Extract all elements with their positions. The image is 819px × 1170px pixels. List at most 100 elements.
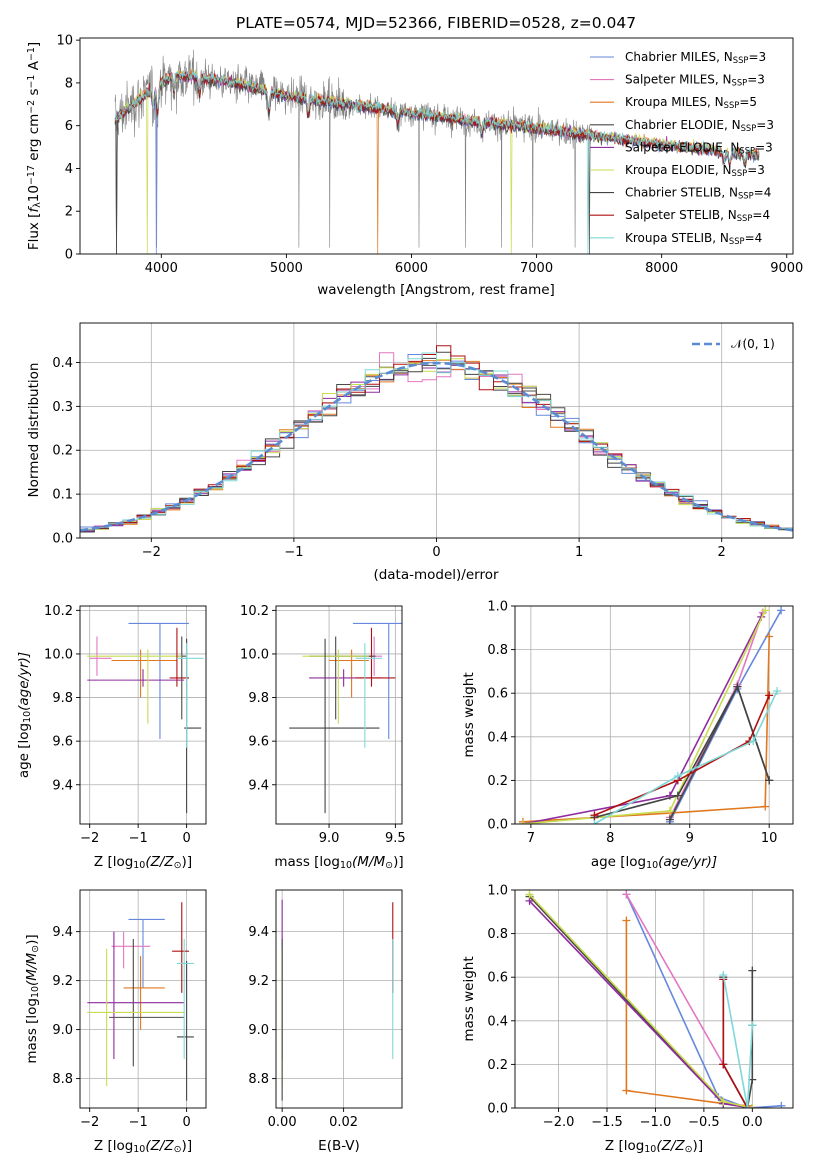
legend-label-part: =3 [747, 163, 765, 177]
legend-label-part: =4 [752, 208, 770, 222]
mass-weight-marker [622, 916, 631, 925]
legend-label: Chabrier MILES, NSSP=3 [625, 50, 766, 65]
axes-frame [514, 889, 794, 1109]
mass-weight-marker [719, 1097, 728, 1106]
y-tick-label: 9.2 [52, 974, 73, 989]
legend-label-part: =4 [745, 231, 763, 245]
x-tick-label: 7 [527, 831, 535, 846]
x-tick-label: 10 [761, 831, 778, 846]
mass-weight-vs-Z-xlabel-part: 10 [644, 1144, 656, 1155]
mass-weight-marker [777, 1101, 786, 1108]
y-tick-label: 9.8 [52, 691, 73, 706]
x-tick-label: 8 [606, 831, 614, 846]
age-vs-mass-xlabel: mass [log10(M/M⊙)] [274, 854, 403, 871]
age-vs-Z-plot [87, 622, 204, 814]
x-tick-label: 8000 [645, 261, 678, 276]
mass-weight-vs-age-xlabel: age [log10(age/yr)] [591, 854, 717, 871]
x-tick-label: −1.0 [640, 1115, 672, 1130]
y-tick-label: 9.6 [248, 735, 269, 750]
x-tick-label: −0.5 [688, 1115, 720, 1130]
mass-weight-vs-Z-xlabel-part: Z [log [605, 1138, 644, 1154]
mass-weight-line-7 [594, 695, 770, 817]
y-tick-label: 10.2 [44, 604, 73, 619]
legend-label: Salpeter ELODIE, NSSP=3 [625, 140, 773, 155]
y-tick-label: 2 [65, 205, 73, 220]
age-vs-Z-ylabel-part: 10 [22, 711, 33, 723]
legend-label-part: SSP [732, 78, 748, 88]
legend-label-part: =3 [747, 73, 765, 87]
mass-weight-vs-Z-xlabel-part: )] [693, 1138, 704, 1154]
mass-weight-line-8 [594, 690, 778, 824]
x-tick-label: 9 [686, 831, 694, 846]
spectrum-ylabel-part: −1 [26, 75, 37, 89]
age-vs-mass-panel: 9.0 9.5 9.4 9.6 9.8 10.0 10.2 mass [log10(M/M⊙)… [240, 604, 406, 871]
legend-label: Chabrier STELIB, NSSP=4 [625, 186, 771, 201]
mass-weight-vs-age-xlabel-part: (age/yr)] [658, 854, 717, 870]
y-tick-label: 0.2 [52, 444, 73, 459]
model-spectrum-8 [114, 69, 760, 254]
age-vs-Z-ylabel-part: age [log [16, 723, 32, 778]
spectrum-ylabel-part: s [26, 88, 42, 99]
x-tick-label: −1 [284, 545, 303, 560]
legend-label-part: SSP [733, 55, 749, 65]
x-tick-label: 9000 [770, 261, 803, 276]
spectrum-plot [114, 49, 760, 254]
mass-weight-marker [743, 1104, 752, 1108]
y-tick-label: 10.2 [240, 604, 269, 619]
mass-weight-marker [590, 811, 599, 820]
mass-weight-marker [748, 1104, 757, 1108]
legend-label: Kroupa ELODIE, NSSP=3 [625, 163, 765, 178]
axes-frame [275, 889, 403, 1109]
legend-label-part: =3 [748, 50, 766, 64]
age-vs-Z-xlabel-part: )] [182, 854, 193, 870]
x-tick-label: 9.0 [319, 831, 340, 846]
legend-label-part: SSP [741, 123, 757, 133]
legend-label-part: Salpeter ELODIE, N [625, 140, 739, 154]
x-tick-label: 0 [182, 1115, 190, 1130]
mass-vs-Z-xlabel-part: 10 [133, 1144, 145, 1155]
legend-label-part: =4 [754, 186, 772, 200]
y-tick-label: 0.0 [52, 532, 73, 547]
normal-reference-curve [80, 361, 793, 532]
residuals-xlabel: (data-model)/error [373, 567, 499, 583]
mass-weight-marker [673, 772, 682, 781]
mass-weight-marker [719, 971, 728, 980]
x-tick-label: −2.0 [543, 1115, 575, 1130]
age-vs-Z-ylabel: age [log10(age/yr)] [16, 652, 33, 778]
mass-weight-vs-age-ylabel: mass weight [461, 672, 477, 757]
legend-label-part: =5 [739, 95, 757, 109]
mass-vs-Z-ylabel-part: (M/M [24, 953, 40, 986]
mass-weight-line-8 [722, 974, 754, 1108]
mass-weight-marker [525, 890, 534, 899]
mass-weight-marker [748, 966, 757, 975]
x-tick-label: 9.5 [385, 831, 406, 846]
x-tick-label: −2 [80, 831, 99, 846]
y-tick-label: 0.4 [487, 1014, 508, 1029]
x-tick-label: 0.00 [268, 1115, 297, 1130]
x-tick-label: 0 [182, 831, 190, 846]
mass-vs-Z-xlabel-part: (Z/Z [145, 1138, 174, 1154]
legend-label: Kroupa STELIB, NSSP=4 [625, 231, 762, 246]
x-tick-label: 7000 [520, 261, 553, 276]
y-tick-label: 8.8 [248, 1072, 269, 1087]
y-tick-label: 0.2 [487, 774, 508, 789]
mass-weight-vs-Z-plot [525, 890, 786, 1108]
legend-label-part: Chabrier ELODIE, N [625, 118, 741, 132]
x-tick-label: 2 [718, 545, 726, 560]
figure-title: PLATE=0574, MJD=52366, FIBERID=0528, z=0… [236, 14, 636, 32]
y-tick-label: 0.4 [52, 356, 73, 371]
y-tick-label: 9.0 [248, 1023, 269, 1038]
x-tick-label: 0.02 [329, 1115, 358, 1130]
mass-vs-Z-xlabel: Z [log10(Z/Z⊙)] [94, 1138, 192, 1155]
mass-vs-EBV-panel: 0.00 0.02 8.8 9.0 9.2 9.4 E(B-V) [248, 889, 403, 1154]
legend-label-part: Chabrier STELIB, N [625, 186, 738, 200]
mass-weight-vs-Z-panel: −2.0 −1.5 −1.0 −0.5 0.0 0.0 0.2 0.4 0.6 0.8 1.0 Z [… [461, 884, 794, 1155]
mass-weight-marker [733, 682, 742, 691]
mass-weight-marker [748, 1021, 757, 1030]
y-tick-label: 0.0 [487, 818, 508, 833]
mass-vs-Z-ylabel-part: ⊙ [30, 945, 41, 953]
residuals-frame: −2 −1 0 1 2 0.0 0.1 0.2 0.3 0.4 𝒩(0, 1) (data-model… [26, 322, 794, 583]
mass-weight-marker [518, 820, 527, 824]
